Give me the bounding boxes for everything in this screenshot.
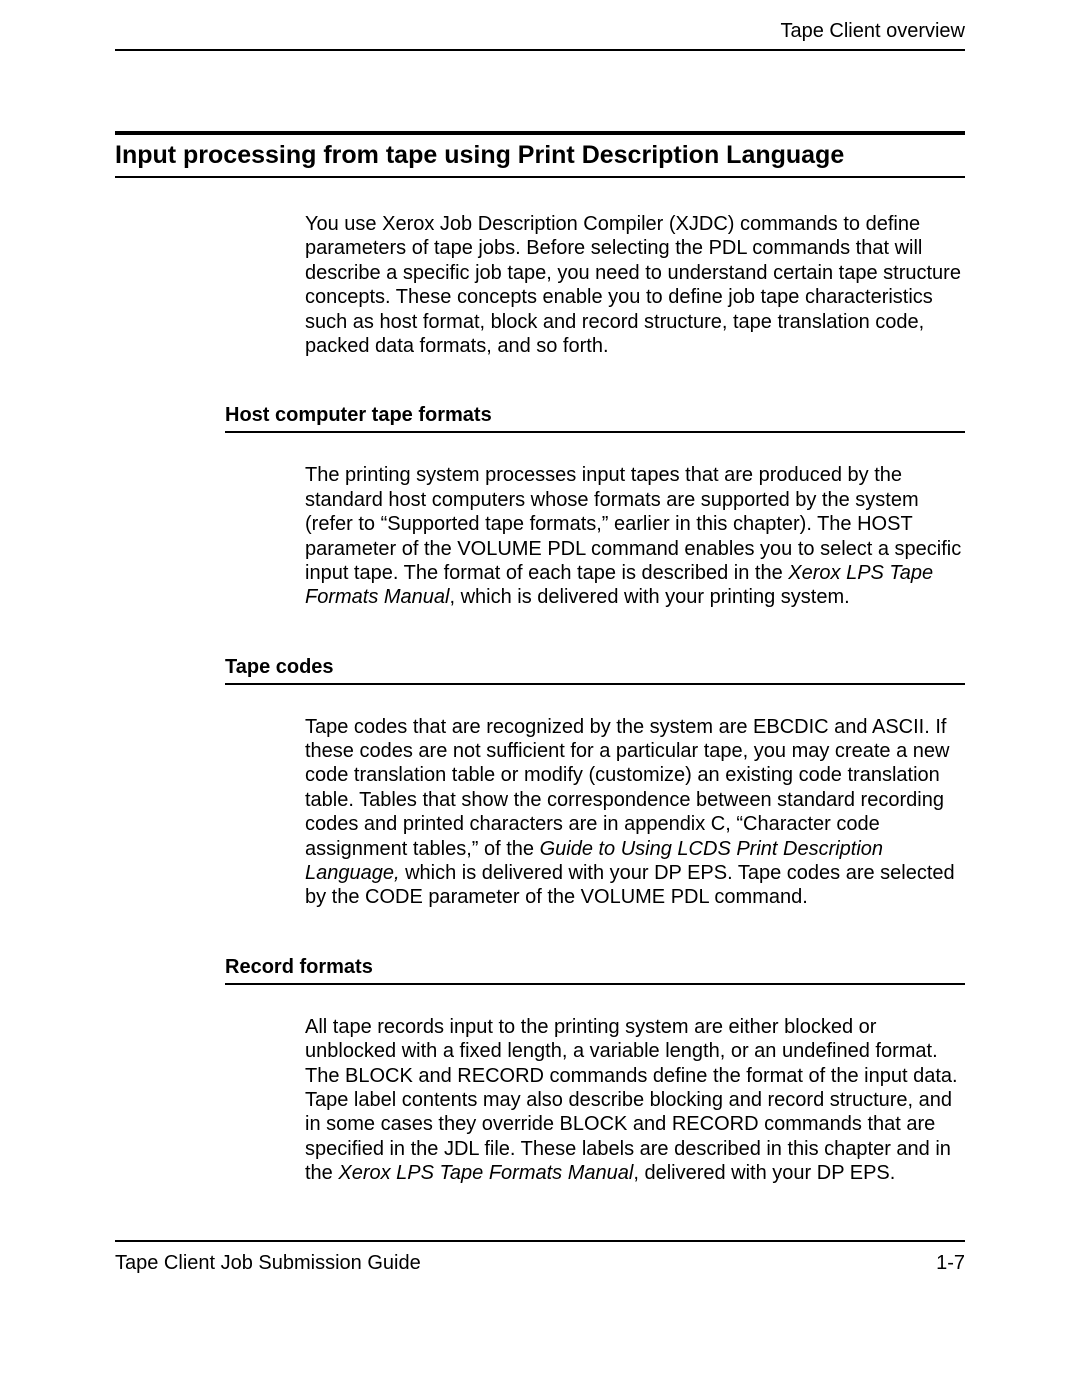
codes-body-b: which is delivered with your DP EPS. Tap… [305,862,955,908]
header-text: Tape Client overview [780,20,965,42]
subsection-record-body: All tape records input to the printing s… [305,1015,965,1186]
section-heading: Input processing from tape using Print D… [115,135,965,178]
subsection-codes-body: Tape codes that are recognized by the sy… [305,715,965,910]
running-header: Tape Client overview [115,0,965,51]
subsection-codes: Tape codes [225,656,965,685]
record-body-a: All tape records input to the printing s… [305,1016,958,1184]
subsection-record-title: Record formats [225,956,373,978]
host-body-b: , which is delivered with your printing … [450,586,850,608]
footer-right: 1-7 [936,1252,965,1275]
record-body-italic: Xerox LPS Tape Formats Manual [338,1162,633,1184]
subsection-host: Host computer tape formats [225,404,965,433]
subsection-host-body: The printing system processes input tape… [305,463,965,609]
subsection-codes-title: Tape codes [225,656,334,678]
intro-paragraph: You use Xerox Job Description Compiler (… [305,212,965,358]
document-page: Tape Client overview Input processing fr… [0,0,1080,1275]
footer-left: Tape Client Job Submission Guide [115,1252,421,1275]
subsection-record: Record formats [225,956,965,985]
page-footer: Tape Client Job Submission Guide 1-7 [115,1240,965,1275]
subsection-host-title: Host computer tape formats [225,404,492,426]
record-body-b: , delivered with your DP EPS. [633,1162,895,1184]
